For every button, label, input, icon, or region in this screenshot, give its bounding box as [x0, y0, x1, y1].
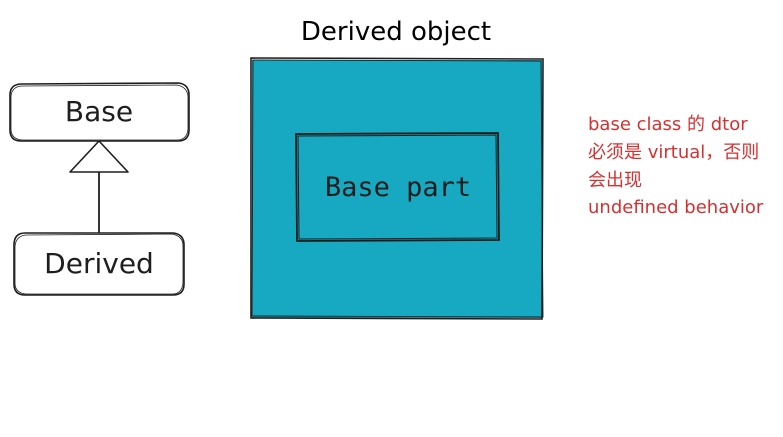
derived-object-box: Base part [250, 57, 544, 320]
note-line-3: 会出现 [588, 170, 642, 191]
derived-object-title: Derived object [301, 17, 491, 47]
base-part-box: Base part [295, 132, 500, 242]
derived-object-outline [250, 57, 544, 320]
note-line-2: 必须是 virtual，否则 [588, 142, 760, 163]
derived-class-box: Derived [13, 232, 185, 296]
base-class-box-outline [9, 82, 190, 142]
base-class-box: Base [9, 82, 190, 142]
inheritance-arrow [69, 140, 129, 233]
derived-class-label: Derived [44, 247, 154, 280]
note-line-1: base class 的 dtor [588, 114, 748, 135]
base-part-label: Base part [325, 172, 471, 203]
base-part-outline [295, 132, 500, 242]
base-class-label: Base [65, 95, 133, 128]
derived-class-box-outline [13, 232, 185, 296]
inheritance-triangle-icon [69, 140, 129, 173]
derived-object-fill [252, 60, 542, 318]
note-line-4: undefined behavior [588, 197, 764, 218]
